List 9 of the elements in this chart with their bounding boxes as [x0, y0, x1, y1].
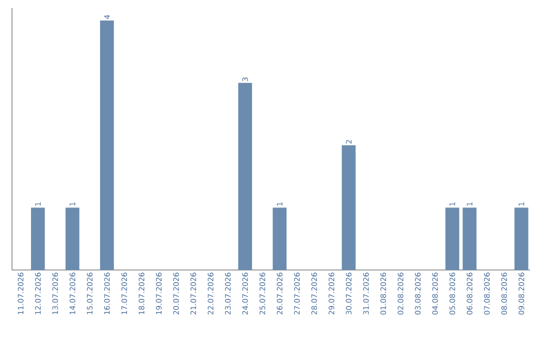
- bar: [462, 208, 476, 270]
- bar: [272, 208, 287, 270]
- bar: [514, 208, 528, 270]
- bar: [100, 20, 114, 270]
- bar: [66, 208, 80, 270]
- bar: [238, 82, 252, 270]
- bar: [342, 145, 356, 270]
- bar: [30, 208, 45, 270]
- bar: [445, 208, 460, 270]
